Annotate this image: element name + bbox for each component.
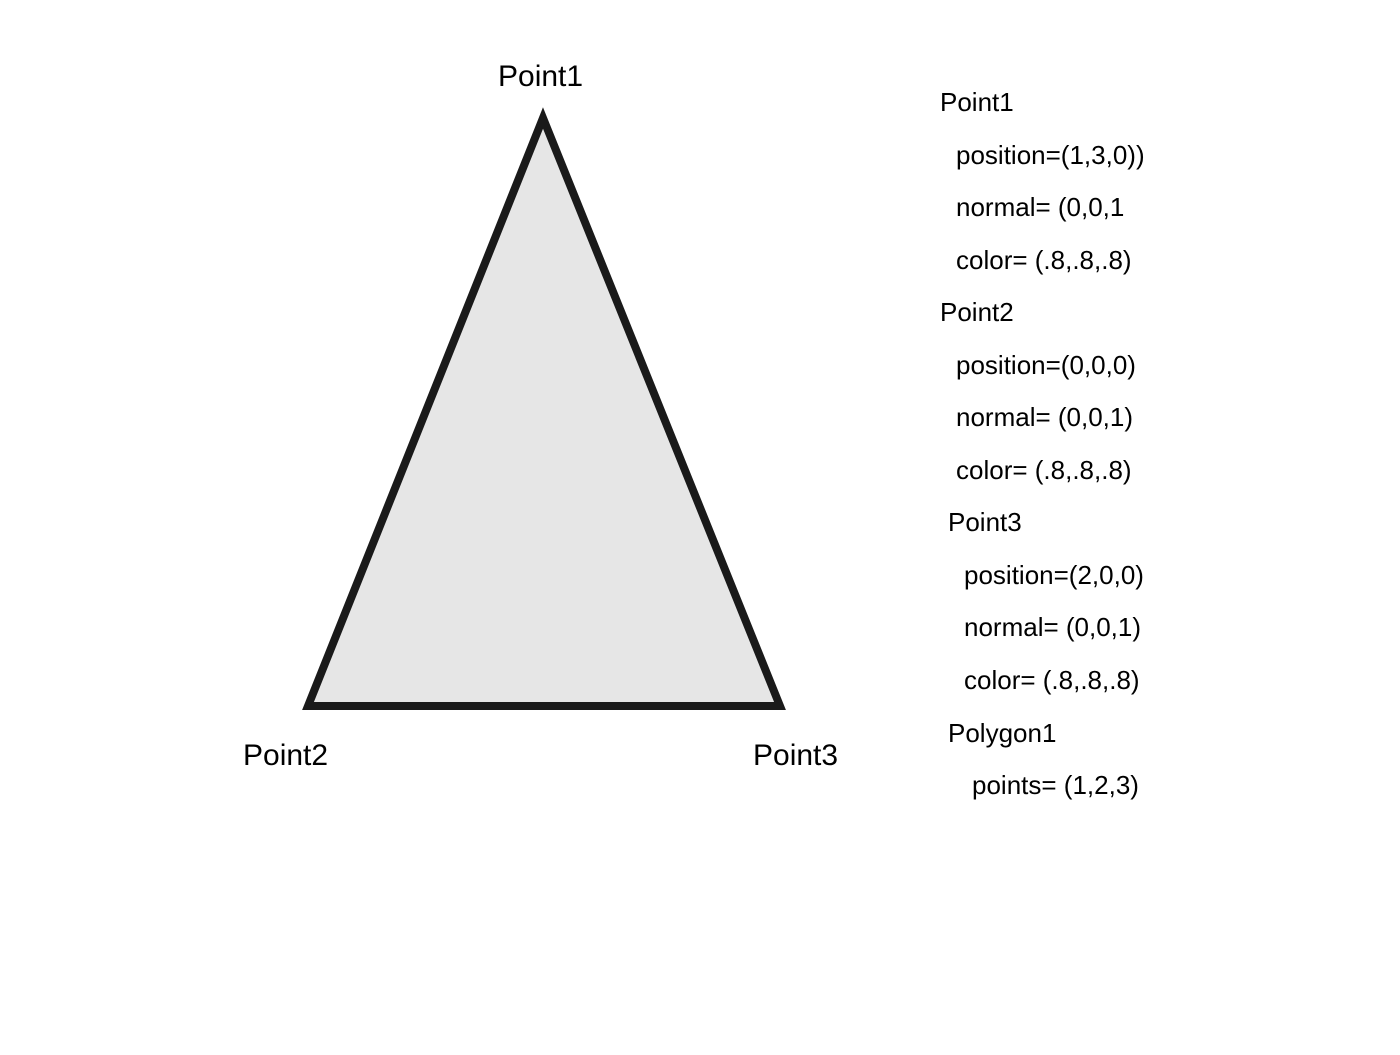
spec-point2-position: position=(0,0,0)	[956, 350, 1136, 380]
spec-point2-name: Point2	[940, 297, 1014, 327]
spec-point3-normal: normal= (0,0,1)	[964, 612, 1142, 642]
spec-point1-color: color= (.8,.8,.8)	[956, 245, 1132, 275]
spec-point1-normal: normal= (0,0,1	[956, 192, 1125, 222]
triangle-polygon	[302, 107, 786, 710]
spec-point3-name: Point3	[948, 507, 1022, 537]
spec-polygon1-points: points= (1,2,3)	[972, 770, 1139, 800]
spec-point2-normal: normal= (0,0,1)	[956, 402, 1134, 432]
vertex-label-point1: Point1	[498, 60, 584, 93]
spec-point1-position: position=(1,3,0))	[956, 140, 1145, 170]
spec-point3-position: position=(2,0,0)	[964, 560, 1144, 590]
spec-point3-color: color= (.8,.8,.8)	[964, 665, 1140, 695]
spec-point2-color: color= (.8,.8,.8)	[956, 455, 1132, 485]
spec-point1-name: Point1	[940, 87, 1014, 117]
vertex-label-point2: Point2	[243, 739, 329, 772]
spec-polygon1-name: Polygon1	[948, 718, 1057, 748]
vertex-label-point3: Point3	[753, 739, 839, 772]
